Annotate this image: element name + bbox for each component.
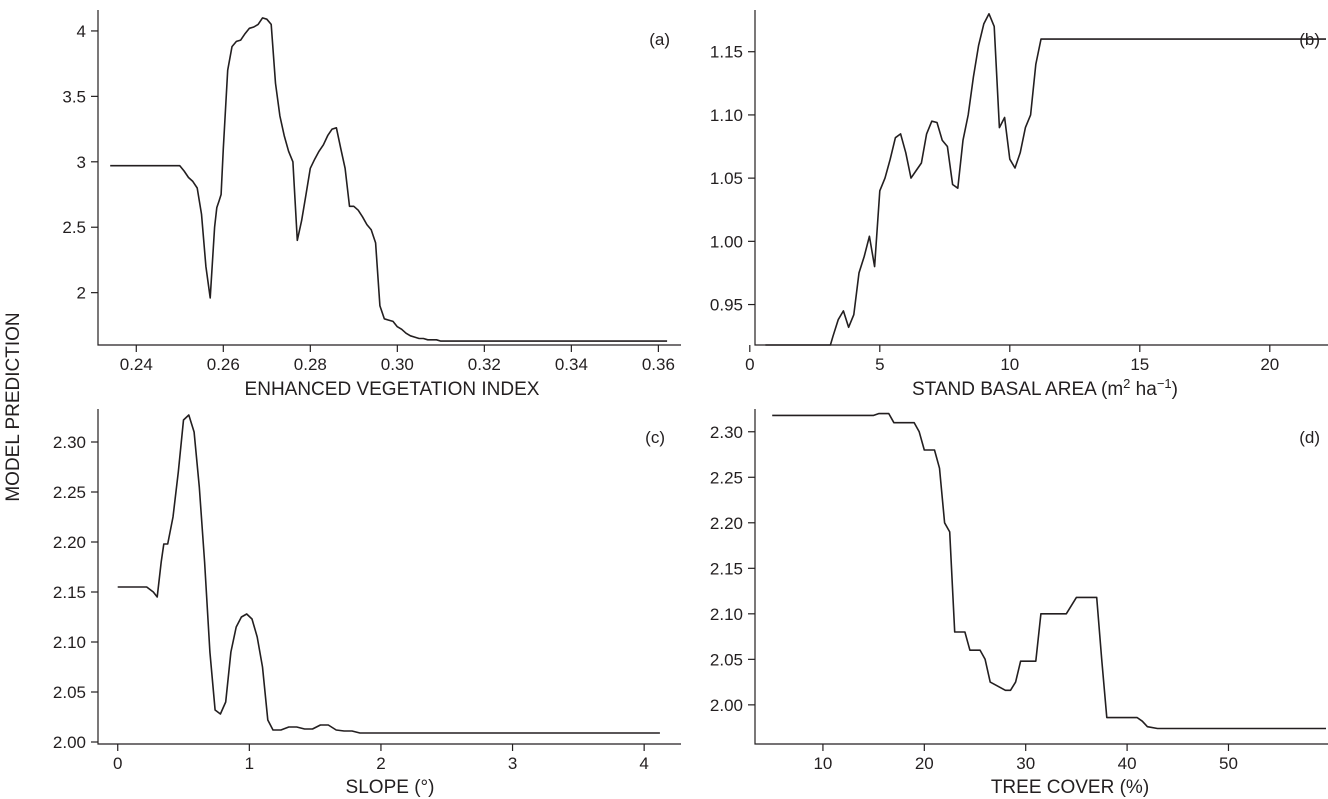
axes-frame [754,10,1328,346]
x-tick-label: 40 [1118,754,1137,773]
y-tick-label: 3 [77,153,86,172]
y-tick-label: 2.00 [710,696,743,715]
y-tick-label: 2.25 [53,483,86,502]
x-tick-label: 30 [1016,754,1035,773]
x-axis-label: ENHANCED VEGETATION INDEX [245,379,540,400]
x-tick-label: 0.32 [468,355,501,374]
x-axis-label: TREE COVER (%) [991,777,1149,798]
figure-ylabel: MODEL PREDICTION [3,312,24,501]
panels: 0.24 0.26 0.28 0.30 0.32 0.34 0.36 2 2.5 3 3.5 4 (a)… [53,10,1328,798]
x-axis-label-part: ha [1130,379,1157,400]
panel-c: 0 1 2 3 4 2.00 2.05 2.10 2.15 2.20 2.25 2.30 (c) SLOP… [53,409,681,798]
x-tick-label: 0.28 [294,355,327,374]
x-axis-label-part: 2 [1123,376,1130,391]
y-tick-label: 2.25 [710,468,743,487]
x-tick-label: 0 [113,754,122,773]
y-tick-label: 1.05 [710,169,743,188]
y-tick-label: 2.00 [53,733,86,752]
y-tick-label: 4 [77,22,86,41]
y-tick-label: 1.00 [710,232,743,251]
x-axis-label: STAND BASAL AREA (m2 ha−1) [912,376,1178,401]
x-tick-label: 0.24 [120,355,153,374]
x-tick-label: 0.26 [207,355,240,374]
y-tick-label: 1.15 [710,43,743,62]
panel-tag: (a) [649,30,670,49]
panel-tag: (b) [1299,30,1320,49]
y-tick-label: 2.5 [62,218,86,237]
series-line [765,13,1326,346]
x-tick-label: 0 [745,355,754,374]
x-tick-label: 20 [915,754,934,773]
series-line [117,414,660,734]
axes-frame [97,409,681,745]
x-tick-label: 10 [813,754,832,773]
x-tick-label: 20 [1260,355,1279,374]
x-axis-label-part: STAND BASAL AREA (m [912,379,1123,400]
x-tick-label: 1 [245,754,254,773]
x-tick-label: 5 [875,355,884,374]
x-tick-label: 0.34 [555,355,588,374]
x-tick-label: 0.30 [381,355,414,374]
x-axis-label: SLOPE (°) [346,777,435,798]
y-tick-label: 2.10 [53,633,86,652]
x-tick-label: 4 [639,754,648,773]
x-axis-label-part: ) [1172,379,1178,400]
axes-frame [97,10,681,346]
panel-tag: (c) [645,428,665,447]
x-tick-label: 3 [508,754,517,773]
y-tick-label: 1.10 [710,106,743,125]
y-tick-label: 2.20 [710,514,743,533]
y-tick-label: 2.15 [53,583,86,602]
y-tick-label: 2.30 [53,433,86,452]
y-tick-label: 2.10 [710,605,743,624]
panel-a: 0.24 0.26 0.28 0.30 0.32 0.34 0.36 2 2.5 3 3.5 4 (a)… [62,10,681,400]
x-tick-label: 0.36 [642,355,675,374]
panel-b: 0 5 10 15 20 0.95 1.00 1.05 1.10 1.15 (b) STAND BAS… [710,10,1328,400]
panel-d: 10 20 30 40 50 2.00 2.05 2.10 2.15 2.20 2.25 2.30 (d… [710,409,1328,798]
y-tick-label: 3.5 [62,87,86,106]
y-tick-label: 2.05 [53,683,86,702]
x-axis-label-part: −1 [1157,376,1172,391]
y-tick-label: 2 [77,284,86,303]
y-tick-label: 2.30 [710,423,743,442]
x-tick-label: 15 [1130,355,1149,374]
y-tick-label: 2.15 [710,559,743,578]
series-line [772,412,1326,730]
axes-frame [754,409,1328,745]
series-line [110,17,668,342]
x-tick-label: 2 [376,754,385,773]
panel-tag: (d) [1299,428,1320,447]
y-tick-label: 0.95 [710,296,743,315]
y-tick-label: 2.20 [53,533,86,552]
x-tick-label: 10 [1000,355,1019,374]
y-tick-label: 2.05 [710,650,743,669]
x-tick-label: 50 [1219,754,1238,773]
